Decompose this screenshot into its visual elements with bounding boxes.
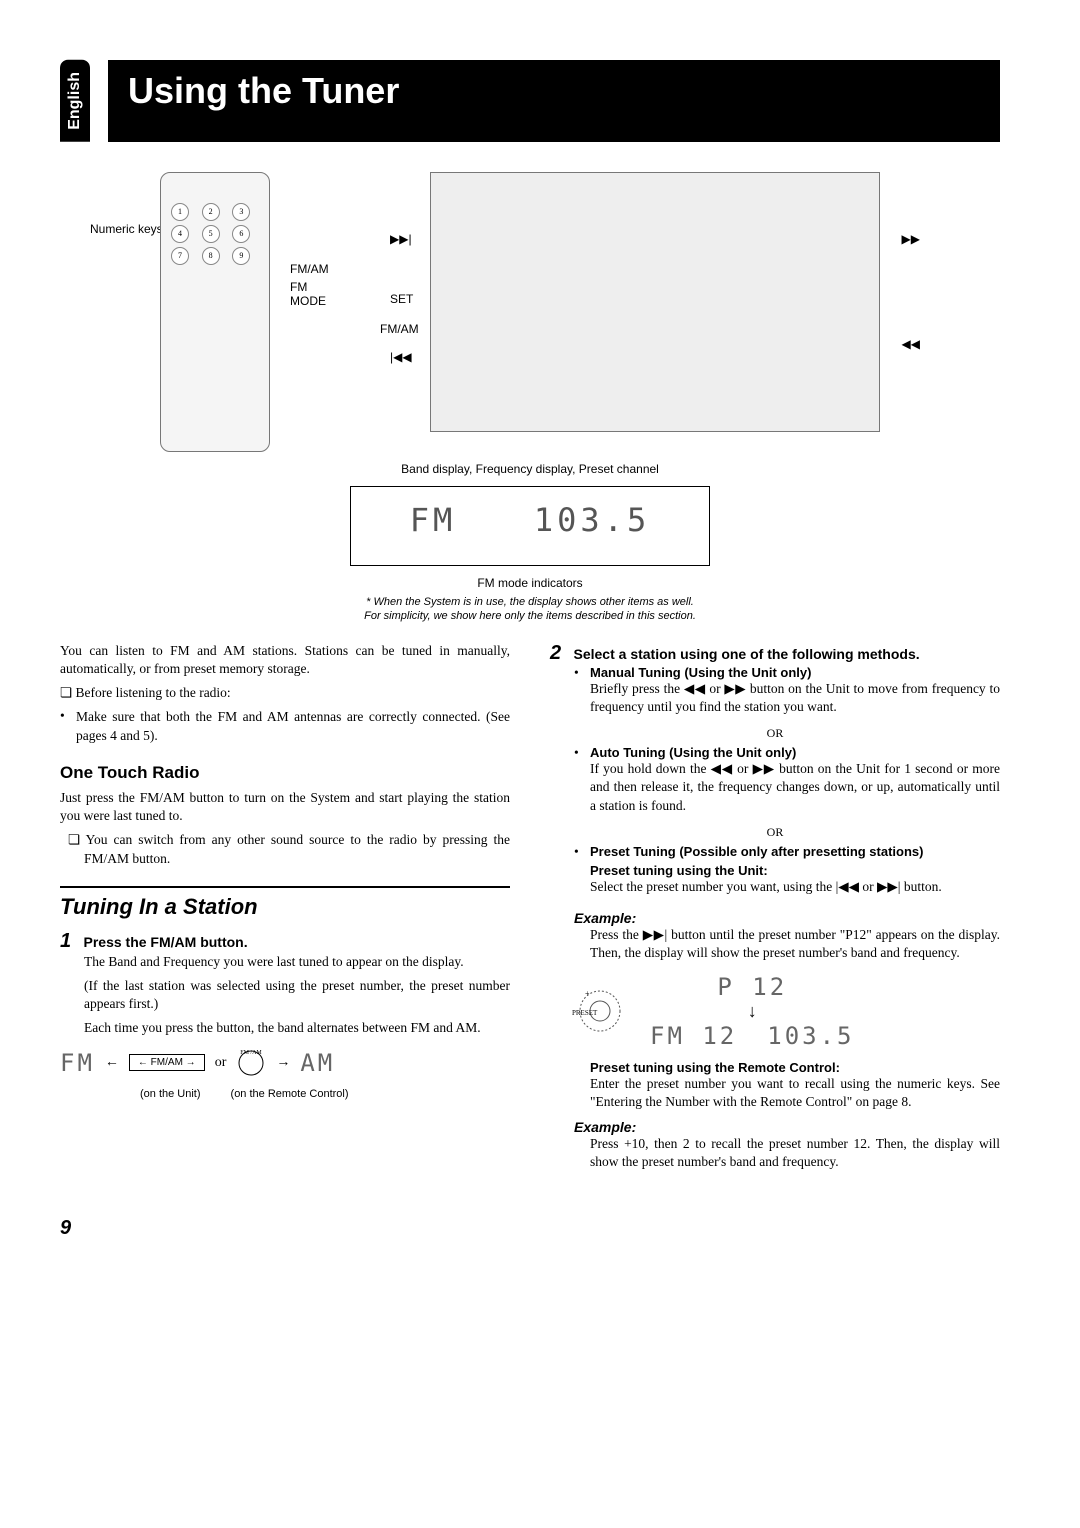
remote-caption: (on the Remote Control) <box>231 1088 349 1100</box>
example2-p: Press +10, then 2 to recall the preset n… <box>590 1135 1000 1171</box>
preset-disp2a: FM 12 <box>650 1022 737 1050</box>
svg-text:PRESET: PRESET <box>572 1009 598 1017</box>
header-row: English Using the Tuner <box>60 60 1000 142</box>
intro-text: You can listen to FM and AM stations. St… <box>60 642 510 678</box>
key-1: 1 <box>171 203 189 221</box>
remote-fmam-label: FM/AM <box>290 262 329 276</box>
tuning-heading: Tuning In a Station <box>60 886 510 920</box>
preset-remote-h: Preset tuning using the Remote Control: <box>590 1060 1000 1075</box>
key-8: 8 <box>202 247 220 265</box>
one-touch-p1: Just press the FM/AM button to turn on t… <box>60 789 510 825</box>
numeric-keys-label: Numeric keys <box>90 222 163 236</box>
unit-set-label: SET <box>390 292 413 306</box>
next-icon-left: ▶▶| <box>390 232 412 246</box>
antenna-bullet: • Make sure that both the FM and AM ante… <box>60 708 510 750</box>
svg-text:+: + <box>585 989 590 998</box>
bullet-dot: • <box>60 708 76 750</box>
fm-mode-caption: FM mode indicators <box>60 576 1000 590</box>
preset-unit-h: Preset tuning using the Unit: <box>590 863 942 878</box>
footnote2: For simplicity, we show here only the it… <box>60 610 1000 622</box>
band-display-caption: Band display, Frequency display, Preset … <box>60 462 1000 476</box>
rew-icon-right: ◀◀ <box>902 337 920 351</box>
unit-diagram: SET FM/AM ▶▶| |◀◀ ▶▶ ◀◀ <box>430 172 880 452</box>
step1-p1: The Band and Frequency you were last tun… <box>84 953 510 971</box>
arrow-right-icon: → <box>276 1055 290 1071</box>
example1-p: Press the ▶▶| button until the preset nu… <box>590 926 1000 962</box>
key-9: 9 <box>232 247 250 265</box>
key-6: 6 <box>232 225 250 243</box>
content-columns: You can listen to FM and AM stations. St… <box>60 642 1000 1178</box>
prev-icon-left: |◀◀ <box>390 350 412 364</box>
manual-tuning-p: Briefly press the ◀◀ or ▶▶ button on the… <box>590 680 1000 716</box>
language-tab: English <box>60 60 90 142</box>
preset-tuning-h: Preset Tuning (Possible only after prese… <box>590 844 942 859</box>
button-captions: (on the Unit) (on the Remote Control) <box>140 1088 510 1100</box>
fm-segment: FM <box>60 1049 95 1077</box>
left-column: You can listen to FM and AM stations. St… <box>60 642 510 1178</box>
arrow-left-icon: ← <box>105 1055 119 1071</box>
remote-box: 123 456 789 <box>160 172 270 452</box>
remote-fmmode-label: FM MODE <box>290 280 326 308</box>
preset-unit-p: Select the preset number you want, using… <box>590 878 942 896</box>
step1-p3: Each time you press the button, the band… <box>84 1019 510 1037</box>
step2: 2 Select a station using one of the foll… <box>550 642 1000 665</box>
auto-tuning-h: Auto Tuning (Using the Unit only) <box>590 745 1000 760</box>
step1-num: 1 <box>60 930 80 953</box>
display-frequency: 103.5 <box>534 501 650 539</box>
manual-tuning-h: Manual Tuning (Using the Unit only) <box>590 665 1000 680</box>
display-band: FM <box>410 501 457 539</box>
fwd-icon-right: ▶▶ <box>902 232 920 246</box>
example1-h: Example: <box>574 910 1000 926</box>
preset-remote-p: Enter the preset number you want to reca… <box>590 1075 1000 1111</box>
display-box: FM 103.5 <box>350 486 710 566</box>
auto-tuning-p: If you hold down the ◀◀ or ▶▶ button on … <box>590 760 1000 815</box>
fm-am-toggle-diagram: FM ← ← FM/AM → or FM /AM → AM <box>60 1048 510 1078</box>
unit-box <box>430 172 880 432</box>
remote-diagram: Numeric keys 123 456 789 FM/AM FM MODE <box>160 172 270 452</box>
right-column: 2 Select a station using one of the foll… <box>550 642 1000 1178</box>
preset-disp2b: 103.5 <box>767 1022 854 1050</box>
auto-tuning-bullet: • Auto Tuning (Using the Unit only) If y… <box>574 745 1000 821</box>
fmam-unit-button: ← FM/AM → <box>129 1054 205 1071</box>
key-4: 4 <box>171 225 189 243</box>
or1: OR <box>550 726 1000 741</box>
page-title: Using the Tuner <box>108 60 1000 142</box>
step2-title: Select a station using one of the follow… <box>574 646 920 662</box>
key-7: 7 <box>171 247 189 265</box>
or-text: or <box>215 1055 227 1071</box>
key-2: 2 <box>202 203 220 221</box>
page-number: 9 <box>60 1217 1000 1240</box>
or2: OR <box>550 825 1000 840</box>
step2-num: 2 <box>550 642 570 665</box>
step1-title: Press the FM/AM button. <box>84 934 248 950</box>
one-touch-p2: ❏ You can switch from any other sound so… <box>84 831 510 867</box>
fmam-remote-button-icon: FM /AM <box>236 1048 266 1078</box>
am-segment: AM <box>300 1049 335 1077</box>
step1: 1 Press the FM/AM button. The Band and F… <box>60 930 510 1038</box>
preset-tuning-bullet: • Preset Tuning (Possible only after pre… <box>574 844 1000 902</box>
display-wrapper: FM 103.5 <box>325 486 735 566</box>
svg-text:FM /AM: FM /AM <box>241 1050 263 1056</box>
preset-diagram: + PRESET P 12 ↓ FM 12 103.5 <box>570 973 1000 1050</box>
footnote1: * When the System is in use, the display… <box>60 596 1000 608</box>
down-arrow-icon: ↓ <box>650 1001 855 1022</box>
manual-tuning-bullet: • Manual Tuning (Using the Unit only) Br… <box>574 665 1000 722</box>
diagram-area: Numeric keys 123 456 789 FM/AM FM MODE S… <box>160 172 1000 452</box>
step1-p2: (If the last station was selected using … <box>84 977 510 1013</box>
one-touch-heading: One Touch Radio <box>60 763 510 783</box>
key-3: 3 <box>232 203 250 221</box>
example2-h: Example: <box>574 1119 1000 1135</box>
preset-dial-icon: + PRESET <box>570 981 630 1041</box>
key-5: 5 <box>202 225 220 243</box>
unit-fmam-label: FM/AM <box>380 322 419 336</box>
unit-caption: (on the Unit) <box>140 1088 201 1100</box>
before-listening: ❏ Before listening to the radio: <box>60 684 510 702</box>
preset-disp1: P 12 <box>650 973 855 1001</box>
